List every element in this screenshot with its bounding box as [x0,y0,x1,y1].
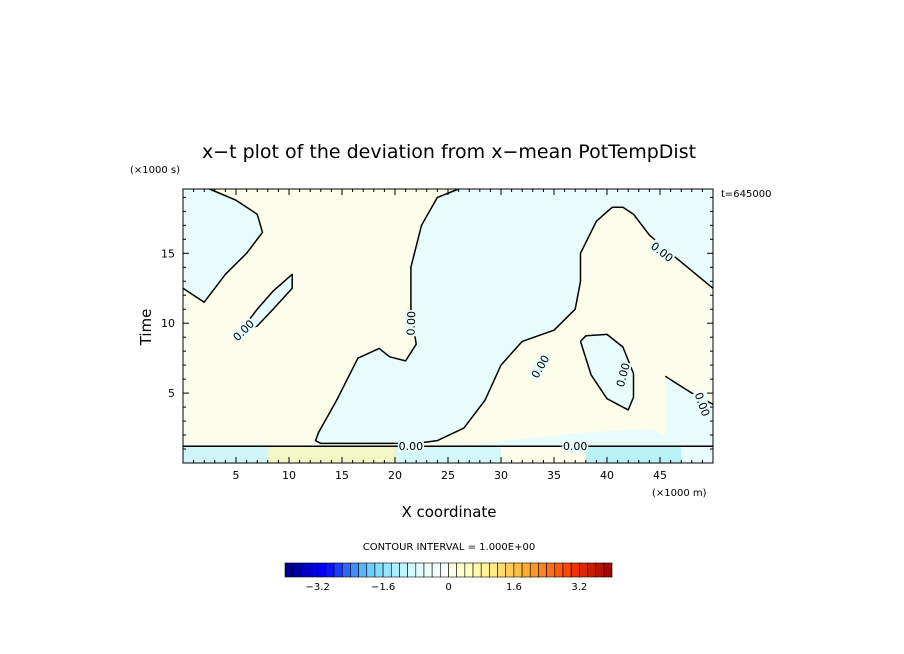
colorbar-swatch [374,562,384,578]
colorbar-swatch [366,562,376,578]
contour-label: 0.00 [404,311,418,336]
x-axis-title: X coordinate [401,503,496,521]
colorbar-swatch [399,562,408,578]
zero-contour-line [240,273,293,331]
colorbar-tick-label: −1.6 [371,582,395,593]
colorbar-swatch [301,562,310,578]
plot-area: 0.000.00 0.000.000.000.000.000.005 10 15 20 2… [161,188,714,482]
colorbar-swatch [562,562,572,578]
colorbar-swatch [448,562,457,578]
contour-label-bg [562,440,589,453]
colorbar-swatch [570,562,580,578]
x-tick-label: 15 [335,469,349,482]
colorbar-swatch [595,562,605,578]
zero-contour-line [182,188,264,303]
contour-label-bg [528,352,552,381]
colorbar-swatch [505,562,515,578]
contour-label: 0.00 [399,440,424,453]
colorbar-swatch [333,562,343,578]
colorbar-swatch [480,562,490,578]
field-positive-region-left [183,189,459,447]
colorbar-swatch [292,562,302,578]
colorbar-swatch [284,562,294,578]
contour-label: 0.00 [614,362,633,389]
contour-label-bg [404,310,418,337]
chart-title: x−t plot of the deviation from x−mean Po… [202,141,696,163]
contour-label-bg [648,239,677,265]
near-surface-band [585,446,682,463]
near-surface-band [183,446,268,463]
colorbar-swatch [309,562,318,578]
colorbar-swatch [497,562,507,578]
near-surface-band [267,446,395,463]
x-tick-label: 20 [388,469,402,482]
colorbar-swatch [358,562,368,578]
contour-label: 0.00 [563,440,588,453]
colorbar-swatch [382,562,392,578]
colorbar-swatch [415,562,425,578]
contour-label-bg [397,440,424,453]
colorbar-swatch [390,562,400,578]
contour-label-bg [692,390,713,419]
colorbar-swatch [407,562,417,578]
colorbar-swatch [431,562,441,578]
y-tick-label: 5 [168,387,175,400]
colorbar-swatch [456,562,466,578]
y-tick-label: 10 [161,317,175,330]
y-unit-label: (×1000 s) [130,165,180,176]
colorbar-tick-label: 3.2 [571,582,587,593]
colorbar-swatch [489,562,498,578]
colorbar-swatch [472,562,482,578]
colorbar-swatch [350,562,359,578]
colorbar-swatch [587,562,596,578]
y-axis-title: Time [137,309,155,347]
x-tick-label: 10 [282,469,296,482]
x-tick-label: 40 [600,469,614,482]
x-tick-label: 45 [653,469,667,482]
colorbar-swatch [464,562,474,578]
zero-contour-line [314,188,714,445]
colorbar-swatch [513,562,523,578]
colorbar-tick-label: 0 [445,582,451,593]
x-tick-label: 35 [547,469,561,482]
colorbar-tick-label: 1.6 [506,582,522,593]
contour-interval-label: CONTOUR INTERVAL = 1.000E+00 [363,542,535,553]
field-negative-island [580,334,634,410]
colorbar-swatch [440,562,449,578]
zero-contour-line [579,333,635,411]
field-negative-island [241,274,293,331]
colorbar-swatch [529,562,539,578]
colorbar-tick-label: −3.2 [306,582,330,593]
y-tick-label: 15 [161,247,175,260]
colorbar-swatch [546,562,556,578]
x-tick-label: 30 [494,469,508,482]
x-tick-label: 25 [441,469,455,482]
colorbar: −3.2 −1.6 0 1.6 3.2 [284,562,613,593]
contour-label-bg [229,316,257,344]
colorbar-swatch [325,562,335,578]
colorbar-swatch [423,562,433,578]
near-surface-band [681,446,713,463]
colorbar-swatch [538,562,547,578]
colorbar-swatch [554,562,564,578]
colorbar-swatch [603,562,613,578]
x-tick-label: 5 [233,469,240,482]
time-note: t=645000 [721,189,771,200]
x-unit-label: (×1000 m) [652,488,707,499]
colorbar-swatch [317,562,327,578]
contour-label-bg [613,360,633,390]
colorbar-swatch [521,562,531,578]
colorbar-swatch [578,562,588,578]
colorbar-swatch [341,562,351,578]
